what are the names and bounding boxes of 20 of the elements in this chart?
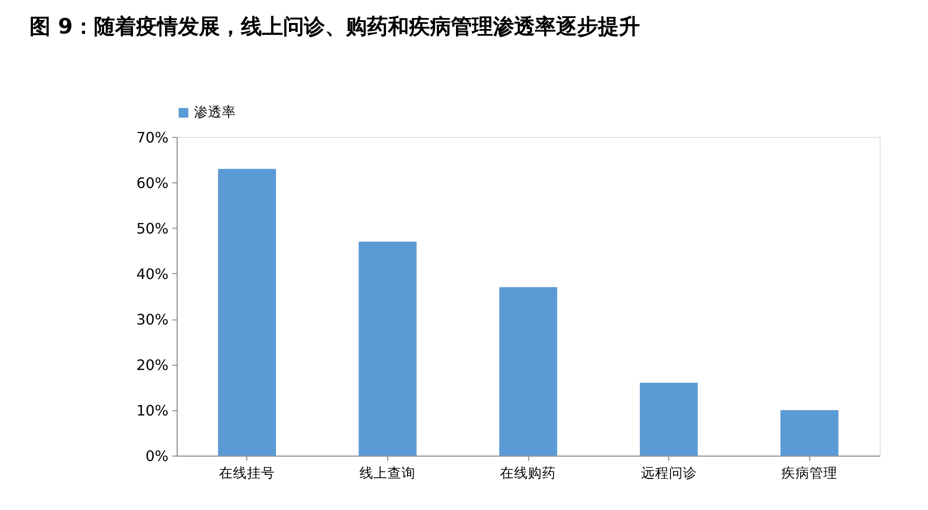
y-tick-label: 0% — [146, 448, 169, 465]
bar — [358, 242, 417, 456]
y-tick-label: 40% — [136, 266, 169, 283]
x-tick-label: 线上查询 — [360, 465, 416, 482]
y-tick-label: 10% — [136, 403, 169, 420]
legend-label: 渗透率 — [194, 104, 236, 121]
bar — [780, 410, 838, 456]
bar — [218, 168, 276, 456]
y-tick-label: 50% — [136, 221, 169, 238]
x-tick-label: 在线挂号 — [219, 465, 276, 482]
y-tick-label: 20% — [136, 358, 169, 374]
chart-title: 图 9：随着疫情发展，线上问诊、购药和疾病管理渗透率逐步提升 — [30, 14, 640, 40]
y-tick-label: 60% — [136, 176, 169, 192]
x-tick-label: 疾病管理 — [781, 465, 838, 482]
y-tick-label: 30% — [136, 312, 169, 328]
x-tick-label: 远程问诊 — [640, 465, 697, 482]
bar — [640, 382, 698, 456]
y-tick-label: 70% — [136, 130, 169, 146]
x-tick-label: 在线购药 — [500, 465, 556, 482]
bar — [499, 287, 558, 456]
